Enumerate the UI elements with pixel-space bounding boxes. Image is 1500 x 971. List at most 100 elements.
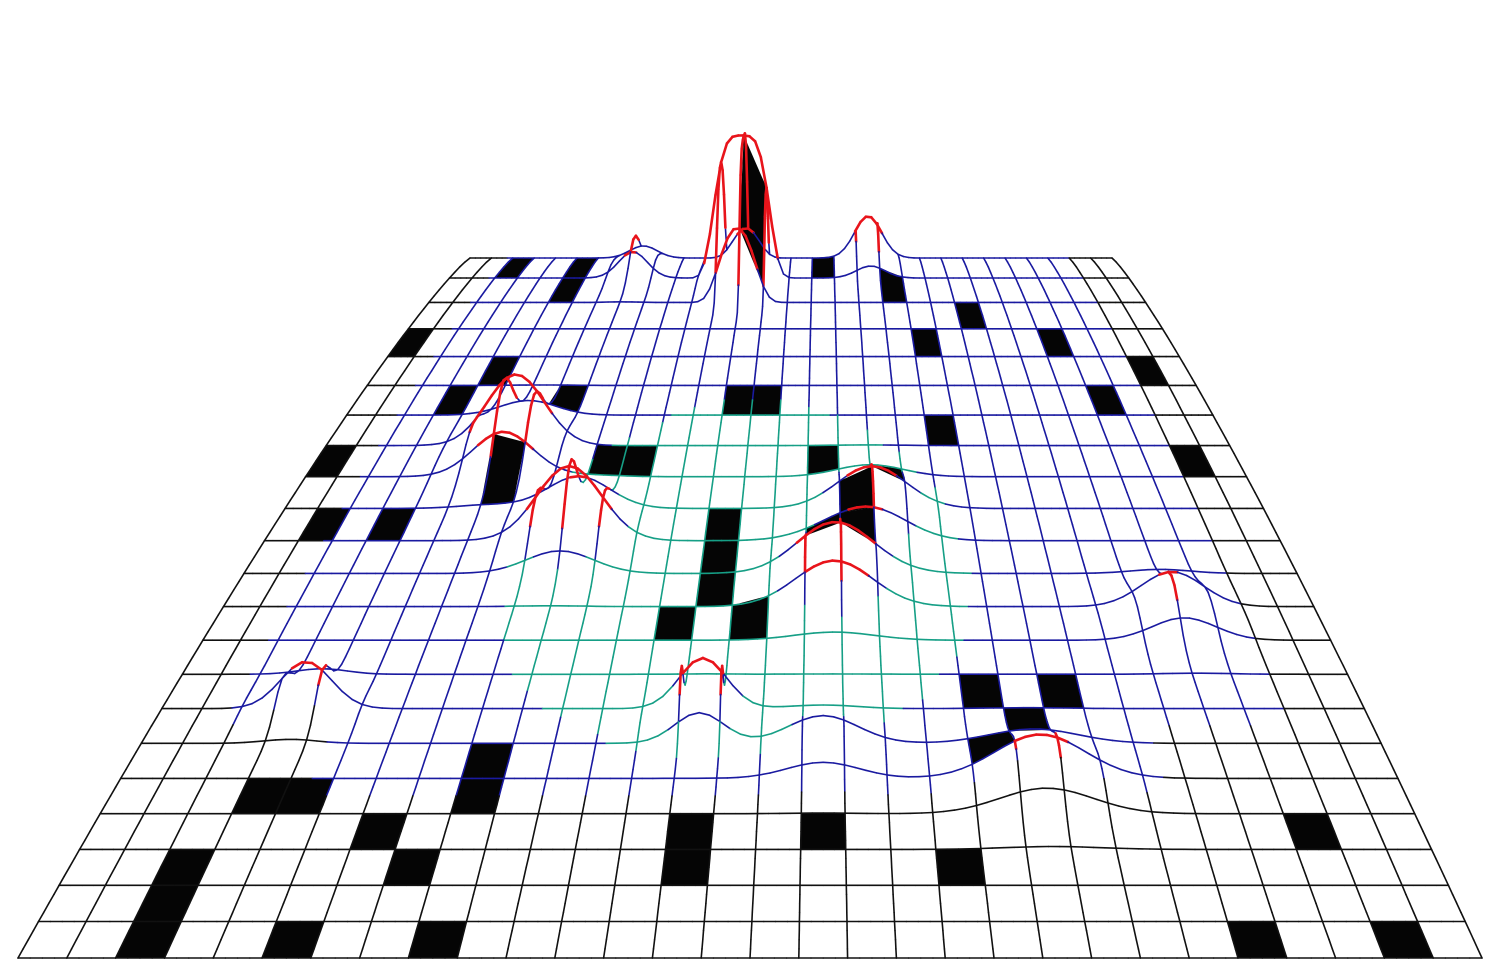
grid-stroke [571, 656, 576, 667]
grid-stroke [755, 821, 758, 833]
grid-stroke [969, 277, 974, 285]
grid-stroke [765, 636, 778, 640]
grid-stroke [1059, 483, 1064, 494]
grid-stroke [551, 412, 561, 424]
grid-stroke [991, 460, 995, 470]
grid-stroke [465, 399, 471, 409]
grid-stroke [981, 414, 985, 424]
grid-stroke [345, 848, 351, 860]
grid-stroke [1057, 384, 1062, 394]
grid-stroke [923, 414, 927, 424]
grid-stroke [884, 736, 897, 741]
grid-stroke [1037, 277, 1042, 285]
grid-stroke [844, 272, 853, 277]
grid-stroke [776, 584, 788, 592]
grid-stroke [978, 837, 982, 850]
grid-stroke [1120, 570, 1132, 573]
grid-stroke [983, 875, 987, 887]
grid-stroke [1052, 580, 1057, 591]
grid-stroke [492, 664, 497, 676]
grid-stroke [646, 261, 655, 270]
grid-stroke [965, 348, 970, 358]
grid-stroke [717, 429, 721, 439]
grid-stroke [509, 518, 520, 528]
grid-stroke [1039, 728, 1052, 731]
grid-stroke [920, 492, 930, 499]
grid-stroke [629, 560, 633, 572]
grid-stroke [879, 645, 882, 658]
grid-stroke [1276, 605, 1283, 616]
grid-stroke [584, 605, 588, 616]
grid-stroke [635, 245, 643, 249]
grid-stroke [945, 571, 956, 574]
grid-stroke [1262, 759, 1268, 771]
grid-stroke [426, 473, 432, 484]
grid-stroke [1204, 523, 1210, 534]
grid-stroke [985, 261, 990, 268]
grid-stroke [1146, 547, 1152, 558]
grid-stroke [491, 550, 497, 562]
grid-stroke [886, 784, 889, 796]
grid-stroke [538, 362, 544, 372]
grid-stroke [675, 271, 679, 279]
grid-stroke [480, 570, 491, 573]
grid-stroke [233, 741, 246, 744]
grid-stroke [1230, 507, 1236, 518]
grid-stroke [994, 475, 999, 486]
grid-stroke [910, 564, 921, 570]
grid-stroke [1052, 787, 1065, 791]
grid-stroke [885, 465, 895, 469]
grid-stroke [496, 341, 502, 351]
grid-stroke [1331, 725, 1337, 736]
grid-stroke [890, 272, 898, 277]
grid-stroke [707, 866, 710, 878]
grid-stroke [135, 742, 143, 753]
grid-stroke [614, 481, 619, 488]
grid-stroke [1151, 475, 1157, 486]
grid-stroke [618, 493, 629, 500]
grid-stroke [1233, 515, 1240, 526]
grid-stroke [697, 377, 702, 387]
grid-stroke [1073, 866, 1077, 877]
grid-stroke [892, 399, 896, 409]
grid-stroke [934, 839, 937, 851]
grid-stroke [480, 369, 487, 379]
grid-stroke [880, 288, 883, 297]
grid-stroke [1179, 759, 1184, 771]
grid-stroke [881, 295, 884, 304]
grid-stroke [1228, 444, 1235, 455]
grid-stroke [632, 414, 637, 424]
grid-stroke [489, 821, 494, 833]
grid-stroke [1214, 475, 1220, 486]
grid-stroke [627, 525, 638, 534]
grid-stroke [908, 314, 911, 323]
grid-stroke [336, 468, 343, 478]
grid-stroke [862, 464, 874, 469]
grid-stroke [747, 774, 761, 778]
grid-stroke [1027, 630, 1031, 642]
grid-stroke [1020, 289, 1025, 297]
grid-stroke [753, 140, 763, 159]
grid-stroke [608, 321, 613, 330]
grid-stroke [352, 630, 359, 642]
grid-stroke [1138, 523, 1143, 534]
grid-stroke [811, 714, 825, 718]
grid-stroke [593, 484, 605, 499]
grid-stroke [1132, 321, 1139, 330]
grid-stroke [696, 384, 700, 394]
grid-stroke [935, 740, 949, 743]
grid-stroke [839, 521, 851, 527]
grid-stroke [1250, 483, 1256, 494]
grid-stroke [191, 795, 198, 806]
grid-stroke [309, 705, 316, 727]
grid-stroke [401, 699, 407, 710]
grid-stroke [1115, 261, 1122, 268]
grid-stroke [774, 475, 777, 486]
grid-stroke [1240, 602, 1251, 607]
grid-stroke [959, 452, 963, 462]
grid-stroke [274, 804, 281, 815]
grid-stroke [660, 875, 664, 887]
grid-stroke [340, 580, 346, 591]
grid-stroke [658, 429, 662, 439]
grid-stroke [261, 688, 273, 699]
